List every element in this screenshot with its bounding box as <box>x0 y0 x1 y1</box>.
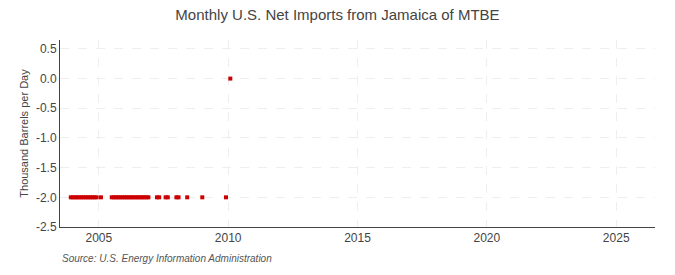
svg-text:2025: 2025 <box>603 231 630 245</box>
svg-text:-0.5: -0.5 <box>36 101 57 115</box>
svg-text:2005: 2005 <box>85 231 112 245</box>
svg-text:2015: 2015 <box>344 231 371 245</box>
svg-text:Source: U.S. Energy Informatio: Source: U.S. Energy Information Administ… <box>62 253 272 264</box>
svg-text:2010: 2010 <box>215 231 242 245</box>
svg-text:-1.5: -1.5 <box>36 161 57 175</box>
svg-text:-2.0: -2.0 <box>36 191 57 205</box>
svg-text:0.0: 0.0 <box>40 72 57 86</box>
svg-text:-1.0: -1.0 <box>36 131 57 145</box>
svg-text:Monthly U.S. Net Imports from: Monthly U.S. Net Imports from Jamaica of… <box>175 6 499 23</box>
svg-text:2020: 2020 <box>473 231 500 245</box>
svg-text:Thousand Barrels per Day: Thousand Barrels per Day <box>18 69 30 198</box>
svg-text:0.5: 0.5 <box>40 42 57 56</box>
svg-text:-2.5: -2.5 <box>36 220 57 234</box>
